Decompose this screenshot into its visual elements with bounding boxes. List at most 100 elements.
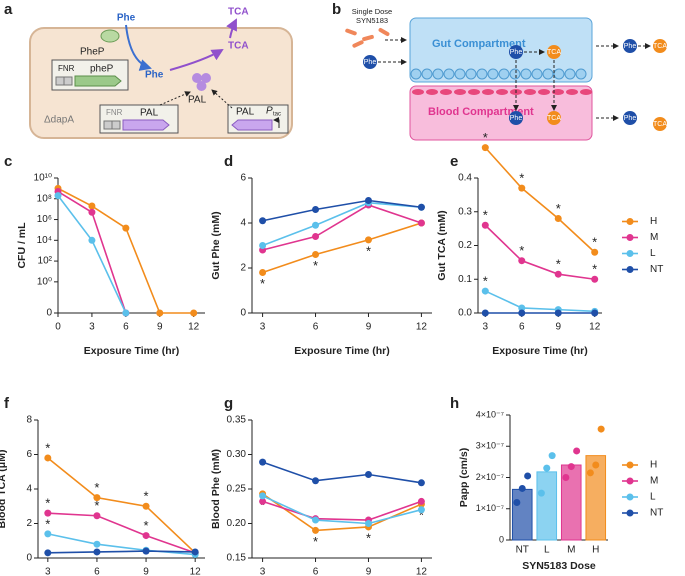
y-tick-label: 4 (26, 484, 32, 495)
data-point (259, 269, 267, 276)
legend-label: L (650, 248, 656, 259)
promoter-subscript: tac (273, 112, 281, 118)
data-point (481, 287, 489, 295)
x-axis-label: Exposure Time (hr) (294, 345, 390, 357)
data-point (591, 309, 599, 317)
y-tick-label: 0 (240, 308, 246, 319)
data-point (259, 242, 267, 249)
legend-label: H (650, 460, 657, 471)
y-tick-label: 0.0 (458, 308, 472, 319)
x-axis-label: Exposure Time (hr) (492, 345, 588, 357)
x-tick-label: 6 (123, 322, 129, 333)
y-tick-label: 10⁰ (37, 276, 52, 287)
data-point (573, 447, 581, 455)
y-tick-label: 6 (240, 173, 246, 184)
significance-mark: * (313, 534, 318, 549)
x-tick-label: M (567, 545, 575, 556)
y-tick-label: 10² (38, 256, 53, 267)
data-point (312, 206, 320, 213)
blood-cells (412, 89, 592, 95)
y-tick-label: 6 (26, 449, 32, 460)
y-tick-label: 0.3 (458, 206, 472, 217)
data-point (88, 236, 96, 244)
phe-icon: Phe (364, 59, 377, 66)
data-point (93, 548, 101, 556)
data-point (44, 509, 52, 517)
x-tick-label: 3 (45, 567, 51, 576)
promoter-label: FNR (58, 64, 75, 73)
gene-label: PAL (236, 107, 255, 118)
y-axis-label: Gut TCA (mM) (436, 210, 448, 280)
series-line (262, 495, 422, 525)
data-point (591, 248, 599, 256)
x-tick-label: 12 (589, 322, 601, 333)
tca-icon: TCA (653, 43, 667, 50)
y-tick-label: 2×10⁻⁷ (476, 472, 504, 482)
data-point (88, 202, 96, 210)
data-point (481, 221, 489, 229)
legend-marker (626, 218, 634, 225)
x-tick-label: 6 (94, 567, 100, 576)
series-line (262, 199, 422, 222)
data-point (259, 492, 267, 500)
y-tick-label: 2 (26, 518, 32, 529)
x-tick-label: 9 (366, 567, 372, 576)
y-axis-label: Blood TCA (μM) (0, 450, 8, 529)
data-point (44, 530, 52, 538)
panel-label: g (224, 395, 233, 412)
arrow (125, 24, 152, 71)
panel-label: c (4, 153, 12, 170)
y-tick-label: 0.30 (227, 449, 247, 460)
y-tick-label: 4 (240, 218, 246, 229)
series-line (47, 550, 196, 554)
legend-marker (626, 461, 634, 469)
data-point (586, 469, 594, 477)
data-point (93, 540, 101, 548)
data-point (122, 224, 130, 232)
data-point (190, 309, 198, 317)
gut-compartment (409, 17, 593, 83)
significance-mark: * (483, 208, 488, 223)
phe-label: Phe (145, 70, 164, 81)
gene-label: pheP (90, 64, 114, 75)
phe-icon: Phe (510, 49, 523, 56)
epithelium (410, 68, 587, 80)
y-tick-label: 2 (240, 263, 246, 274)
data-point (156, 309, 164, 317)
significance-mark: * (592, 235, 597, 250)
y-axis-label: Gut Phe (mM) (210, 211, 222, 279)
y-tick-label: 10⁴ (37, 235, 52, 246)
y-tick-label: 3×10⁻⁷ (476, 441, 504, 451)
data-point (88, 208, 96, 216)
x-tick-label: H (592, 545, 599, 556)
y-tick-label: 10¹⁰ (34, 173, 52, 184)
legend-label: L (650, 492, 656, 503)
x-tick-label: 9 (555, 322, 561, 333)
legend-marker (626, 477, 634, 485)
y-axis-label: CFU / mL (16, 222, 28, 269)
transporter-label: PheP (80, 47, 105, 58)
significance-mark: * (144, 489, 149, 504)
data-point (312, 233, 320, 240)
significance-mark: * (366, 243, 371, 258)
x-tick-label: 3 (260, 322, 266, 333)
x-tick-label: 9 (157, 322, 163, 333)
data-point (417, 479, 425, 487)
promoter-label: P (266, 106, 273, 117)
significance-mark: * (366, 530, 371, 545)
legend-marker (626, 234, 634, 241)
legend-label: M (650, 476, 658, 487)
series-line (484, 290, 595, 313)
y-tick-label: 0 (499, 534, 504, 544)
data-point (518, 484, 526, 492)
panel-label: h (450, 395, 459, 412)
data-point (417, 203, 425, 211)
x-tick-label: 3 (260, 567, 266, 576)
series-line (262, 493, 422, 532)
data-point (591, 275, 599, 283)
gene-arrow (122, 119, 170, 131)
blood-label: Blood Compartment (428, 106, 534, 118)
data-point (554, 215, 562, 222)
data-point (592, 461, 600, 469)
enzyme-label: PAL (188, 95, 207, 106)
